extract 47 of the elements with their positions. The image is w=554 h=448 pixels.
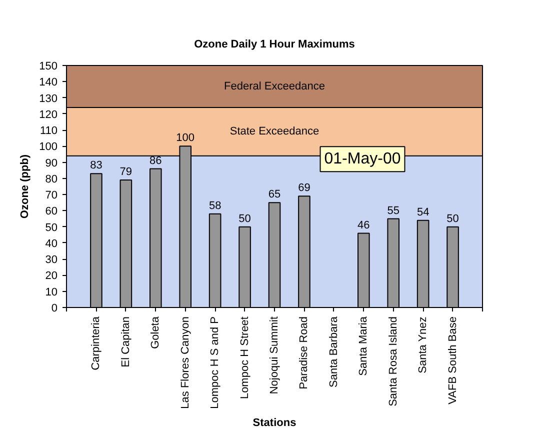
x-tick-label: Santa Rosa Island — [387, 316, 400, 406]
x-tick-label: El Capitan — [120, 316, 132, 368]
y-tick-label: 30 — [45, 254, 58, 266]
y-tick-label: 70 — [45, 190, 58, 202]
y-tick-label: 50 — [45, 222, 58, 234]
y-tick-label: 20 — [45, 270, 58, 282]
data-label: 100 — [176, 132, 195, 144]
band-label: State Exceedance — [230, 126, 320, 138]
data-label: 50 — [238, 212, 251, 225]
y-tick-label: 60 — [45, 206, 58, 218]
data-label: 65 — [268, 188, 281, 201]
chart-title: Ozone Daily 1 Hour Maximums — [194, 38, 355, 50]
y-tick-label: 10 — [45, 286, 58, 298]
x-tick-label: Lompoc H S and P — [209, 316, 222, 409]
x-tick-label: Santa Maria — [358, 316, 370, 376]
annotation: 01-May-00 — [324, 150, 401, 168]
data-label: 55 — [387, 204, 400, 217]
x-axis-title: Stations — [252, 416, 296, 429]
data-label: 83 — [90, 160, 102, 172]
x-tick-label: Nojoqui Summit — [268, 316, 280, 394]
y-tick-label: 140 — [39, 76, 58, 89]
y-axis-title: Ozone (ppb) — [19, 154, 32, 219]
y-tick-label: 120 — [39, 108, 58, 121]
y-tick-label: 110 — [40, 125, 58, 138]
x-tick-label: Santa Barbara — [328, 316, 340, 388]
x-tick-label: Santa Ynez — [417, 316, 430, 374]
data-label: 86 — [150, 154, 162, 167]
x-tick-label: VAFB South Base — [446, 316, 459, 404]
data-label: 69 — [298, 182, 310, 194]
band-label: Federal Exceedance — [224, 80, 325, 92]
y-tick-label: 0 — [51, 302, 58, 314]
x-tick-label: Goleta — [150, 316, 162, 349]
x-tick-label: Carpinteria — [90, 316, 102, 370]
x-tick-label: Paradise Road — [298, 316, 310, 390]
data-label: 46 — [358, 219, 370, 232]
y-tick-label: 80 — [45, 173, 58, 186]
x-tick-label: Lompoc H Street — [238, 316, 251, 400]
data-label: 54 — [416, 206, 430, 218]
y-tick-label: 130 — [39, 92, 58, 105]
data-label: 50 — [446, 212, 459, 225]
x-tick-label: Las Flores Canyon — [179, 316, 192, 409]
y-tick-label: 40 — [45, 238, 58, 250]
y-tick-label: 90 — [45, 157, 58, 170]
data-label: 58 — [208, 200, 222, 212]
data-label: 79 — [120, 166, 132, 178]
y-tick-label: 100 — [39, 141, 58, 154]
y-tick-label: 150 — [39, 60, 58, 72]
